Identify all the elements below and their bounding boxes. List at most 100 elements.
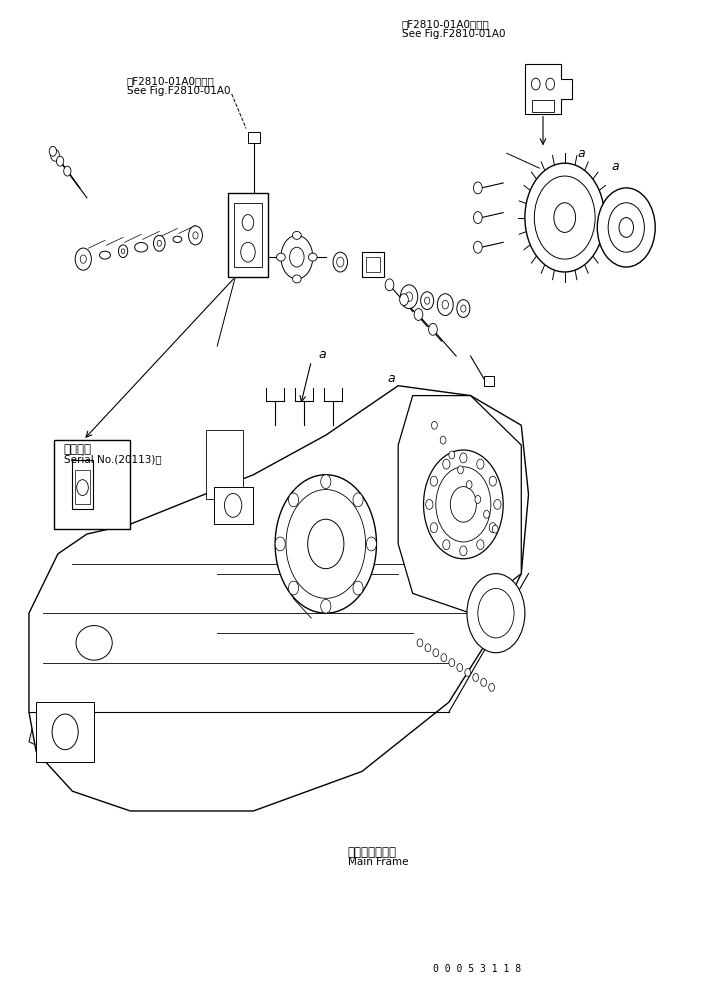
Circle shape xyxy=(290,247,304,267)
Circle shape xyxy=(473,212,482,224)
Circle shape xyxy=(546,78,555,90)
Circle shape xyxy=(240,242,256,262)
Circle shape xyxy=(489,523,497,533)
Ellipse shape xyxy=(99,251,110,259)
Circle shape xyxy=(457,664,463,672)
Circle shape xyxy=(400,294,408,306)
Text: 第F2810-01A0図参照: 第F2810-01A0図参照 xyxy=(402,19,489,29)
Circle shape xyxy=(188,225,203,245)
Circle shape xyxy=(80,255,86,263)
Bar xyxy=(54,440,130,529)
Text: a: a xyxy=(387,372,395,386)
Circle shape xyxy=(443,459,450,469)
Text: 適用号機: 適用号機 xyxy=(64,442,92,456)
Circle shape xyxy=(465,669,471,676)
Circle shape xyxy=(119,245,127,257)
Text: a: a xyxy=(612,159,620,173)
Circle shape xyxy=(400,285,418,309)
Circle shape xyxy=(429,323,437,335)
Circle shape xyxy=(421,292,434,310)
Circle shape xyxy=(414,309,423,320)
Circle shape xyxy=(425,644,431,652)
Circle shape xyxy=(608,203,644,252)
Text: See Fig.F2810-01A0: See Fig.F2810-01A0 xyxy=(402,29,505,39)
Circle shape xyxy=(436,467,491,542)
Circle shape xyxy=(64,166,71,176)
Circle shape xyxy=(52,714,78,750)
Circle shape xyxy=(49,146,56,156)
Circle shape xyxy=(458,466,463,474)
Ellipse shape xyxy=(277,253,285,261)
Circle shape xyxy=(385,279,394,291)
Circle shape xyxy=(56,156,64,166)
Circle shape xyxy=(484,510,489,518)
Circle shape xyxy=(442,301,448,309)
Circle shape xyxy=(193,231,198,239)
Bar xyxy=(362,252,384,277)
Text: Main Frame: Main Frame xyxy=(348,857,408,867)
Ellipse shape xyxy=(292,231,301,239)
Circle shape xyxy=(288,493,298,506)
Circle shape xyxy=(51,149,59,161)
Polygon shape xyxy=(29,386,529,811)
Text: メインフレーム: メインフレーム xyxy=(348,846,397,859)
Circle shape xyxy=(353,582,363,595)
Circle shape xyxy=(554,203,576,232)
Circle shape xyxy=(353,493,363,506)
Circle shape xyxy=(286,490,366,598)
Ellipse shape xyxy=(135,242,148,252)
Circle shape xyxy=(275,475,376,613)
Text: 第F2810-01A0図参照: 第F2810-01A0図参照 xyxy=(127,76,214,86)
Text: a: a xyxy=(577,146,585,160)
Circle shape xyxy=(466,481,472,489)
Circle shape xyxy=(321,475,331,489)
Bar xyxy=(248,132,260,143)
Text: Serial No.(20113)～: Serial No.(20113)～ xyxy=(64,454,161,464)
Bar xyxy=(234,203,262,267)
Circle shape xyxy=(430,477,437,487)
Circle shape xyxy=(467,574,525,653)
Circle shape xyxy=(619,218,634,237)
Circle shape xyxy=(153,235,165,251)
Circle shape xyxy=(534,176,595,259)
Circle shape xyxy=(288,582,298,595)
Circle shape xyxy=(481,678,487,686)
Text: 0 0 0 5 3 1 1 8: 0 0 0 5 3 1 1 8 xyxy=(433,964,521,974)
Circle shape xyxy=(476,459,484,469)
Circle shape xyxy=(426,499,433,509)
Bar xyxy=(210,435,239,494)
Circle shape xyxy=(281,235,313,279)
Ellipse shape xyxy=(308,253,317,261)
Circle shape xyxy=(437,294,453,315)
Circle shape xyxy=(75,248,91,270)
Ellipse shape xyxy=(292,275,301,283)
Polygon shape xyxy=(525,64,572,114)
Circle shape xyxy=(308,519,344,569)
Circle shape xyxy=(473,674,479,681)
Circle shape xyxy=(475,495,481,503)
Ellipse shape xyxy=(76,626,112,661)
Circle shape xyxy=(430,522,437,532)
Circle shape xyxy=(476,540,484,550)
Bar xyxy=(36,702,94,762)
Bar xyxy=(228,193,268,277)
Bar xyxy=(532,100,554,112)
Circle shape xyxy=(321,599,331,613)
Circle shape xyxy=(489,477,497,487)
Circle shape xyxy=(460,453,467,463)
Circle shape xyxy=(597,188,655,267)
Circle shape xyxy=(473,241,482,253)
Circle shape xyxy=(460,546,467,556)
Bar xyxy=(206,430,243,499)
Bar xyxy=(214,487,253,524)
Circle shape xyxy=(366,537,376,551)
Circle shape xyxy=(531,78,540,90)
Circle shape xyxy=(440,436,446,444)
Circle shape xyxy=(275,537,285,551)
Bar xyxy=(484,376,494,386)
Circle shape xyxy=(433,649,439,657)
Circle shape xyxy=(492,525,498,533)
Circle shape xyxy=(441,654,447,662)
Circle shape xyxy=(489,683,494,691)
Circle shape xyxy=(224,494,242,517)
